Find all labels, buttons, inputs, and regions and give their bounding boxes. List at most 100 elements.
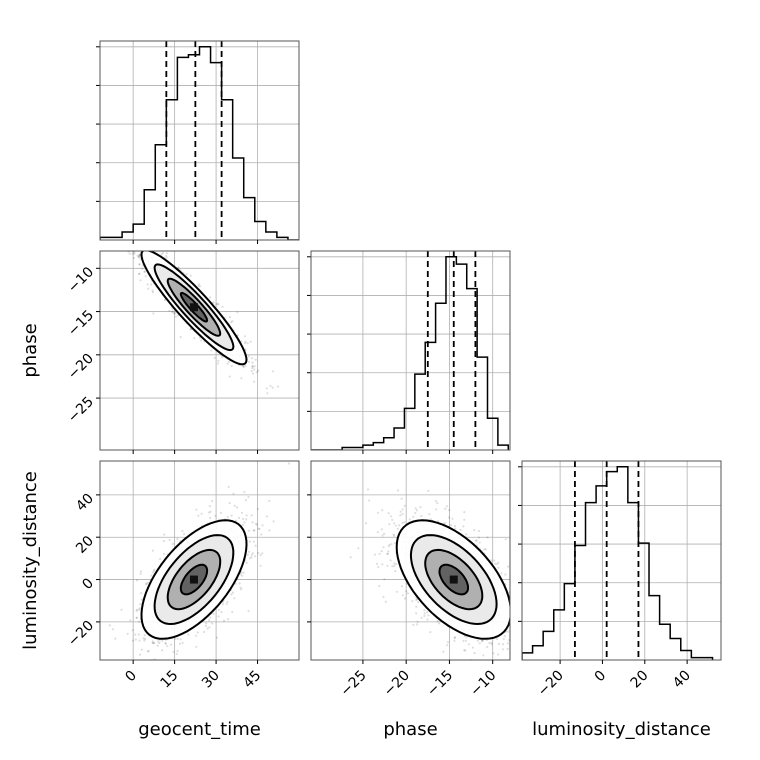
- scatter-point: [490, 559, 493, 562]
- tick-label-x: −20: [535, 668, 567, 700]
- scatter-point: [387, 545, 390, 548]
- tick-label-y: −20: [65, 618, 97, 650]
- scatter-point: [507, 565, 510, 568]
- scatter-point: [131, 237, 133, 239]
- histogram-step-geocent_time: [100, 46, 299, 240]
- scatter-point: [253, 529, 256, 532]
- scatter-point: [368, 499, 371, 502]
- histogram-step-luminosity_distance: [522, 466, 714, 660]
- scatter-point: [141, 267, 144, 270]
- scatter-point: [194, 634, 198, 637]
- scatter-point: [416, 623, 419, 626]
- scatter-point: [386, 552, 389, 555]
- scatter-point: [151, 571, 154, 574]
- scatter-point: [134, 633, 137, 636]
- contour-line: [395, 519, 510, 640]
- scatter-point: [247, 529, 250, 532]
- scatter-point: [390, 543, 393, 546]
- plot-area: [100, 41, 299, 240]
- scatter-point: [501, 648, 505, 651]
- scatter-point: [210, 622, 214, 625]
- scatter-point: [395, 562, 398, 566]
- scatter-point: [415, 598, 418, 602]
- scatter-point: [537, 613, 539, 615]
- scatter-point: [137, 608, 140, 611]
- scatter-point: [138, 607, 141, 610]
- tick-label-x: −15: [424, 668, 456, 700]
- scatter-point: [507, 630, 510, 633]
- histogram-step-phase: [311, 256, 510, 450]
- scatter-point: [165, 252, 168, 255]
- scatter-point: [163, 298, 166, 302]
- scatter-point: [139, 234, 141, 236]
- scatter-point: [131, 629, 134, 632]
- scatter-point: [146, 283, 149, 286]
- scatter-point: [139, 258, 142, 261]
- scatter-point: [161, 251, 164, 255]
- scatter-point: [386, 564, 389, 567]
- scatter-point: [408, 518, 411, 521]
- scatter-point: [448, 509, 451, 512]
- scatter-point: [226, 362, 229, 365]
- scatter-point: [161, 639, 164, 643]
- scatter-point: [486, 645, 489, 649]
- scatter-point: [151, 291, 154, 294]
- scatter-point: [135, 616, 138, 619]
- scatter-point: [138, 272, 141, 276]
- scatter-point: [393, 522, 396, 525]
- scatter-point: [140, 592, 143, 595]
- scatter-point: [364, 522, 368, 525]
- scatter-point: [253, 368, 256, 371]
- scatter-point: [423, 609, 426, 612]
- scatter-point: [252, 540, 255, 543]
- scatter-point: [349, 556, 352, 559]
- scatter-point: [366, 488, 370, 491]
- scatter-point: [195, 508, 198, 511]
- scatter-point: [277, 385, 280, 388]
- scatter-point: [401, 513, 404, 516]
- scatter-point: [392, 533, 395, 536]
- scatter-point: [175, 652, 178, 656]
- scatter-point: [245, 518, 248, 521]
- scatter-point: [271, 386, 274, 389]
- scatter-point: [378, 552, 381, 556]
- scatter-point: [142, 637, 145, 640]
- tick-label-x: 0: [122, 668, 140, 686]
- scatter-point: [135, 616, 138, 619]
- density-peak: [449, 575, 458, 584]
- scatter-point: [185, 273, 188, 276]
- scatter-point: [251, 365, 254, 368]
- scatter-point: [394, 524, 397, 527]
- scatter-point: [152, 569, 156, 572]
- scatter-point: [445, 505, 448, 508]
- scatter-point: [257, 552, 260, 555]
- scatter-point: [220, 611, 223, 614]
- scatter-point: [161, 649, 164, 652]
- scatter-point: [444, 522, 447, 525]
- scatter-point: [396, 527, 399, 530]
- scatter-point: [138, 254, 141, 257]
- scatter-point: [436, 620, 439, 623]
- scatter-point: [237, 516, 241, 520]
- scatter-point: [217, 615, 220, 618]
- tick-label-x: 20: [628, 668, 652, 692]
- scatter-point: [253, 380, 256, 383]
- scatter-point: [139, 570, 143, 573]
- scatter-point: [179, 336, 182, 339]
- tick-label-x: 30: [199, 668, 223, 692]
- scatter-point: [415, 509, 418, 512]
- scatter-point: [383, 578, 386, 581]
- scatter-point: [486, 536, 489, 539]
- scatter-point: [435, 508, 438, 511]
- scatter-point: [139, 279, 142, 282]
- scatter-point: [416, 620, 419, 623]
- scatter-point: [511, 626, 513, 628]
- joint-panel-geocent_time-phase: [99, 221, 300, 451]
- scatter-point: [189, 274, 192, 277]
- scatter-point: [506, 647, 509, 651]
- scatter-point: [414, 507, 417, 510]
- scatter-point: [221, 356, 224, 359]
- scatter-point: [111, 221, 113, 223]
- scatter-point: [260, 533, 263, 536]
- scatter-point: [236, 506, 239, 509]
